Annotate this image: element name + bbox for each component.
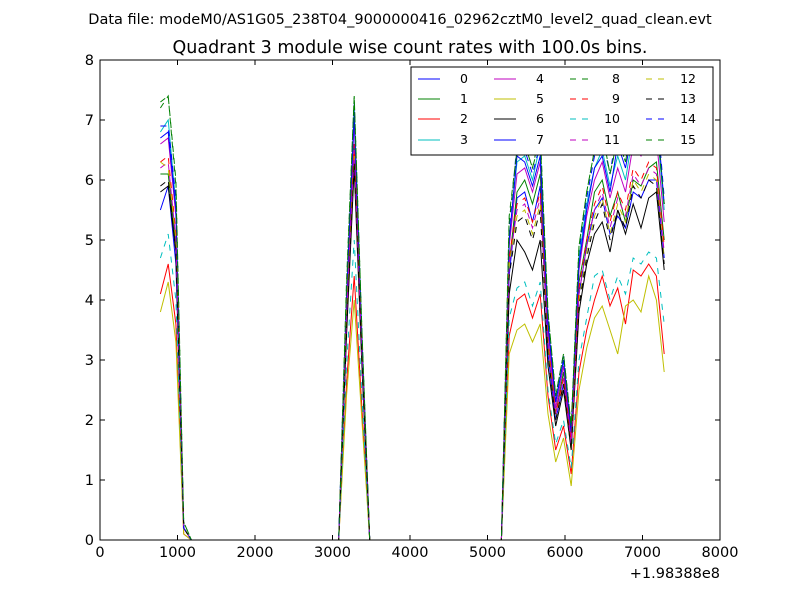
x-tick-label: 3000 (314, 545, 351, 561)
x-tick-label: 2000 (237, 545, 274, 561)
x-tick-label: 0 (95, 545, 104, 561)
y-tick-label: 2 (85, 413, 94, 429)
legend-label-7: 7 (536, 132, 544, 147)
x-tick-label: 7000 (624, 545, 661, 561)
y-tick-label: 8 (85, 53, 94, 69)
legend-label-11: 11 (604, 132, 620, 147)
legend-label-10: 10 (604, 111, 620, 126)
y-tick-label: 0 (85, 533, 94, 549)
legend-label-3: 3 (460, 132, 468, 147)
y-tick-label: 3 (85, 353, 94, 369)
legend-label-14: 14 (680, 111, 696, 126)
legend-box (410, 66, 714, 156)
legend-label-12: 12 (680, 71, 696, 86)
y-tick-label: 7 (85, 113, 94, 129)
legend-label-5: 5 (536, 91, 544, 106)
x-tick-label: 6000 (547, 545, 584, 561)
legend-label-9: 9 (612, 91, 620, 106)
legend-label-4: 4 (536, 71, 544, 86)
x-axis-ticks: 0 1000 2000 3000 4000 5000 6000 7000 8000 (95, 60, 738, 561)
legend-label-8: 8 (612, 71, 620, 86)
plot-area: 0 1000 2000 3000 4000 5000 6000 7000 8000 012345… (85, 53, 739, 561)
legend-label-15: 15 (680, 132, 696, 147)
y-tick-label: 5 (85, 233, 94, 249)
x-tick-label: 8000 (702, 545, 739, 561)
legend-label-13: 13 (680, 91, 696, 106)
legend-label-6: 6 (536, 111, 544, 126)
y-tick-label: 4 (85, 293, 94, 309)
legend-label-0: 0 (460, 71, 468, 86)
x-tick-label: 5000 (469, 545, 506, 561)
x-axis-offset-label: +1.98388e8 (630, 566, 720, 582)
chart-title: Quadrant 3 module wise count rates with … (173, 38, 648, 58)
legend-label-1: 1 (460, 91, 468, 106)
figure-suptitle: Data file: modeM0/AS1G05_238T04_90000004… (88, 12, 712, 28)
x-tick-label: 1000 (159, 545, 196, 561)
y-tick-label: 6 (85, 173, 94, 189)
legend-label-2: 2 (460, 111, 468, 126)
x-tick-label: 4000 (392, 545, 429, 561)
y-tick-label: 1 (85, 473, 94, 489)
